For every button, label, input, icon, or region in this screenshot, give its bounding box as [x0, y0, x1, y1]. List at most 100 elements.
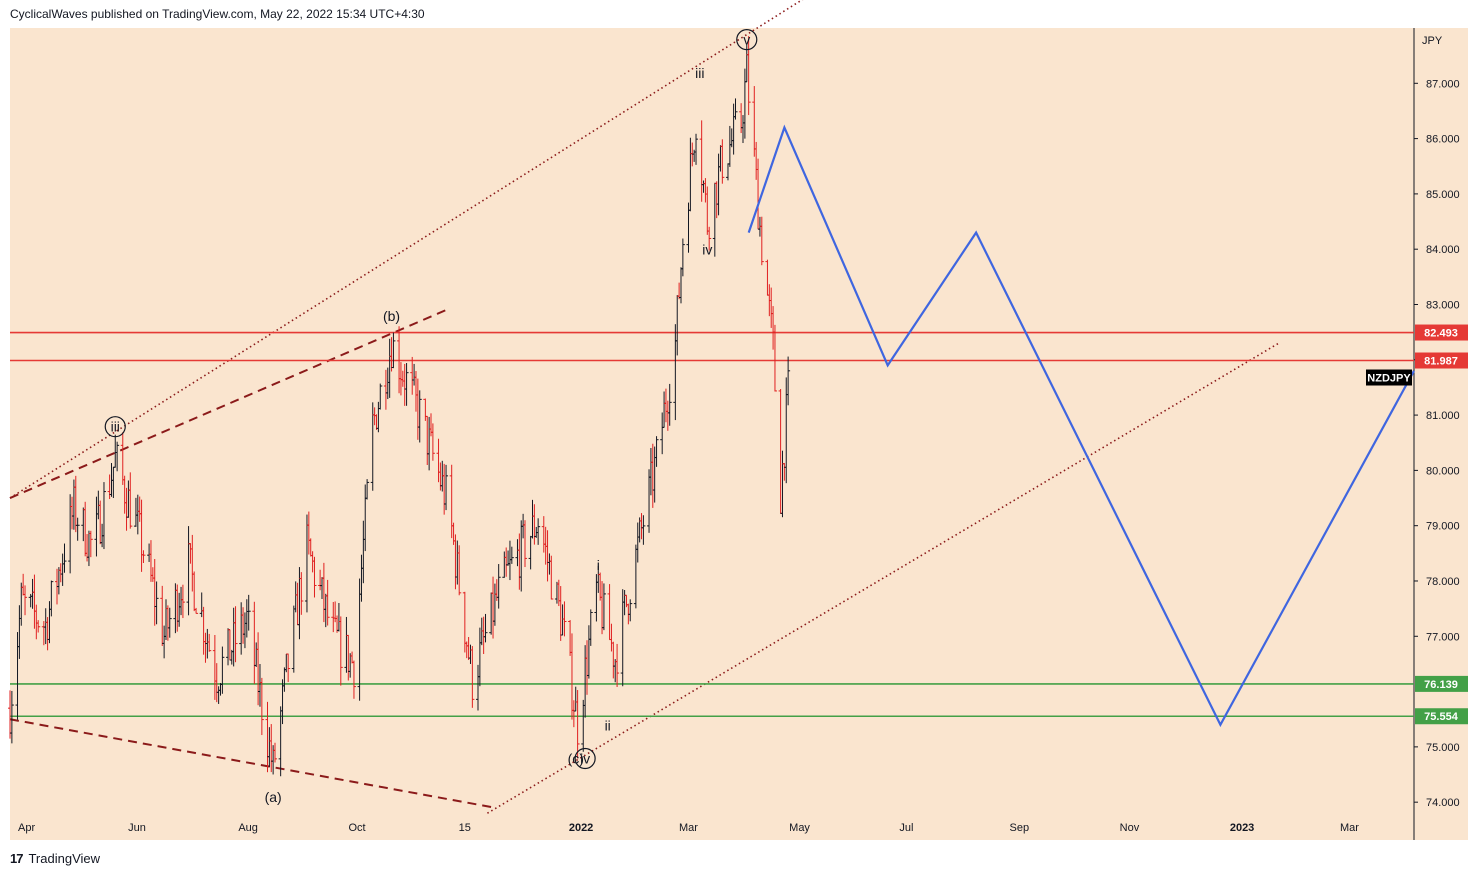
x-tick-label: 2023	[1230, 822, 1254, 834]
ohlc-bar	[759, 216, 764, 266]
ohlc-bar	[654, 436, 659, 467]
ohlc-bar	[470, 646, 475, 708]
ohlc-bar	[338, 616, 343, 686]
publisher-line: CyclicalWaves published on TradingView.c…	[10, 7, 425, 21]
ohlc-bar	[391, 332, 396, 369]
ohlc-bar	[207, 633, 212, 652]
price-level-tag	[1415, 708, 1468, 725]
ohlc-bar	[509, 546, 514, 564]
y-tick-label: 75.000	[1426, 742, 1460, 754]
ohlc-bar	[522, 520, 527, 568]
wave-label: iii	[695, 65, 704, 81]
horizontal-levels[interactable]	[10, 331, 1414, 718]
y-tick-label: 78.000	[1426, 576, 1460, 588]
ohlc-bar	[628, 599, 633, 622]
ohlc-bar	[9, 690, 14, 744]
ohlc-bar	[417, 390, 422, 443]
x-tick-label: 2022	[569, 822, 593, 834]
x-tick-label: Nov	[1120, 822, 1140, 834]
ohlc-bar	[588, 609, 593, 646]
wave-label: i	[597, 557, 600, 573]
ohlc-bar	[154, 581, 159, 625]
ohlc-bar	[707, 226, 712, 251]
wave-label: iv	[580, 750, 590, 766]
y-tick-label: 85.000	[1426, 189, 1460, 201]
ohlc-bar	[194, 607, 199, 614]
x-tick-label: Apr	[18, 822, 35, 834]
projection-path	[747, 124, 1415, 728]
footer: 17 TradingView	[10, 851, 100, 866]
ohlc-bar	[733, 98, 738, 120]
y-tick-label: 87.000	[1426, 78, 1460, 90]
currency-label: JPY	[1422, 35, 1443, 47]
price-level-tag-text: 75.554	[1424, 711, 1459, 723]
ohlc-bar	[430, 423, 435, 461]
y-tick-label: 77.000	[1426, 631, 1460, 643]
ohlc-bar	[365, 479, 370, 500]
y-tick-label: 83.000	[1426, 299, 1460, 311]
ohlc-bar	[180, 584, 185, 619]
ohlc-bar	[273, 742, 278, 763]
ohlc-bar	[667, 383, 672, 426]
ohlc-bar	[220, 646, 225, 694]
wave-circle	[736, 28, 758, 51]
price-level-tag	[1415, 352, 1468, 369]
ohlc-bar	[575, 690, 580, 759]
tradingview-logo-icon: 17	[10, 851, 24, 866]
wave-label: (b)	[383, 308, 400, 324]
price-level-tag	[1415, 324, 1468, 341]
ohlc-bar	[167, 607, 172, 638]
ohlc-bar	[615, 643, 620, 687]
x-tick-label: Jul	[899, 822, 913, 834]
ohlc-bar	[128, 472, 133, 529]
ohlc-bar	[75, 517, 80, 541]
y-axis: 87.00086.00085.00084.00083.00082.00081.0…	[1414, 78, 1460, 809]
ohlc-bar	[496, 564, 501, 609]
time-scale-background	[10, 816, 1468, 840]
x-axis: Apr Jun Aug Oct 15 2022 Mar May Jul Sep Nov 2023 Mar	[18, 822, 1359, 834]
ohlc-bar	[720, 139, 725, 184]
wave-label: ii	[605, 717, 611, 733]
ohlc-bar	[101, 482, 106, 550]
ohlc-bar	[694, 133, 699, 165]
ohlc-bar	[141, 550, 146, 564]
wave-label: v	[743, 32, 750, 48]
channel-dotted-line	[9, 0, 804, 499]
x-tick-label: May	[789, 822, 810, 834]
wave-circle	[574, 747, 596, 770]
symbol-tag	[1366, 369, 1412, 386]
channel-dashed-line	[9, 309, 447, 499]
y-tick-label: 79.000	[1426, 521, 1460, 533]
ohlc-bar	[601, 583, 606, 631]
x-tick-label: 15	[459, 822, 471, 834]
price-level-tag-text: 82.493	[1424, 328, 1458, 340]
symbol-tag-text: NZDJPY	[1367, 373, 1411, 385]
x-tick-label: Aug	[238, 822, 258, 834]
wave-label: (c)	[568, 750, 584, 766]
channel-dashed-line	[9, 718, 496, 809]
ohlc-bar	[23, 585, 28, 616]
price-level-tag	[1415, 675, 1468, 692]
ohlc-bar	[299, 572, 304, 615]
ohlc-bar	[233, 606, 238, 663]
x-tick-label: Sep	[1010, 822, 1030, 834]
y-tick-label: 80.000	[1426, 465, 1460, 477]
ohlc-bar	[286, 653, 291, 682]
y-tick-label: 74.000	[1426, 797, 1460, 809]
price-level-tag-text: 81.987	[1424, 356, 1458, 368]
ohlc-bar	[404, 363, 409, 406]
ohlc-bar	[772, 324, 777, 392]
wave-label: iv	[702, 242, 712, 258]
channel-dotted-line	[486, 342, 1280, 814]
ohlc-bar	[325, 579, 330, 626]
wave-circle	[104, 416, 126, 438]
ohlc-bar	[312, 556, 317, 598]
ohlc-bar	[641, 515, 646, 545]
price-level-tag-text: 76.139	[1424, 679, 1458, 691]
brand-name[interactable]: TradingView	[28, 851, 101, 866]
ohlc-bar	[536, 518, 541, 545]
ohlc-bar	[680, 238, 685, 277]
ohlc-bar	[115, 441, 120, 472]
ohlc-bar	[562, 601, 567, 637]
